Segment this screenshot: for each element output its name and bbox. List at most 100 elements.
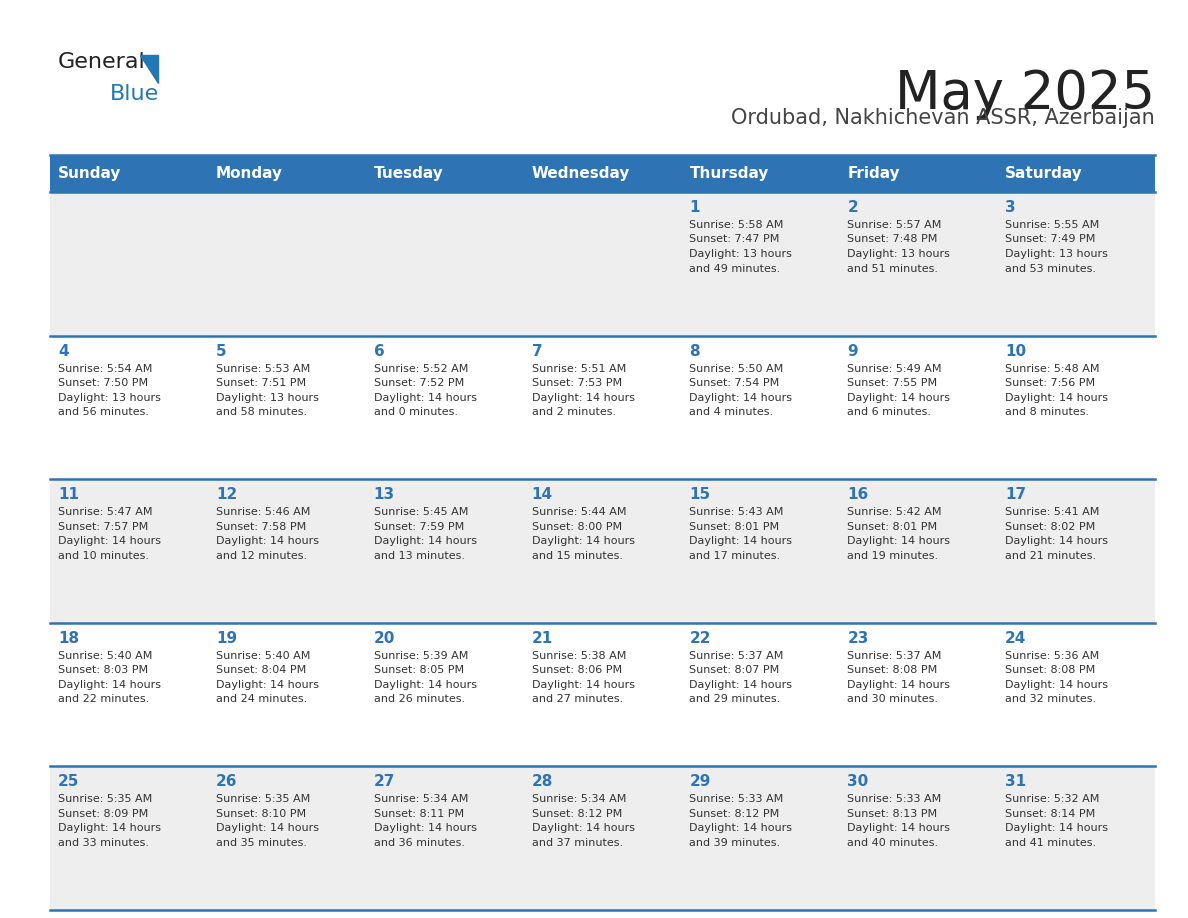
Text: and 8 minutes.: and 8 minutes. — [1005, 407, 1089, 417]
Bar — [524, 622, 682, 767]
Text: and 35 minutes.: and 35 minutes. — [216, 838, 307, 848]
Text: and 26 minutes.: and 26 minutes. — [374, 694, 465, 704]
Text: Blue: Blue — [110, 84, 159, 104]
Text: 25: 25 — [58, 775, 80, 789]
Text: Sunrise: 5:36 AM: Sunrise: 5:36 AM — [1005, 651, 1099, 661]
Bar — [997, 155, 1155, 192]
Text: Tuesday: Tuesday — [374, 166, 443, 181]
Text: Daylight: 13 hours: Daylight: 13 hours — [216, 393, 318, 403]
Text: 21: 21 — [531, 631, 552, 645]
Text: Sunset: 8:00 PM: Sunset: 8:00 PM — [531, 521, 621, 532]
Text: Daylight: 14 hours: Daylight: 14 hours — [216, 823, 318, 834]
Text: Sunset: 8:08 PM: Sunset: 8:08 PM — [1005, 666, 1095, 676]
Text: 6: 6 — [374, 343, 385, 359]
Text: 11: 11 — [58, 487, 78, 502]
Bar — [366, 192, 524, 336]
Text: Sunrise: 5:40 AM: Sunrise: 5:40 AM — [216, 651, 310, 661]
Text: 1: 1 — [689, 200, 700, 215]
Bar — [50, 192, 208, 336]
Bar — [366, 622, 524, 767]
Text: Sunrise: 5:42 AM: Sunrise: 5:42 AM — [847, 508, 942, 517]
Text: 22: 22 — [689, 631, 710, 645]
Text: Sunset: 7:50 PM: Sunset: 7:50 PM — [58, 378, 148, 388]
Bar — [208, 767, 366, 910]
Polygon shape — [140, 55, 158, 83]
Text: 20: 20 — [374, 631, 396, 645]
Text: Sunset: 7:51 PM: Sunset: 7:51 PM — [216, 378, 307, 388]
Text: Sunrise: 5:53 AM: Sunrise: 5:53 AM — [216, 364, 310, 374]
Text: 10: 10 — [1005, 343, 1026, 359]
Bar — [997, 336, 1155, 479]
Text: Sunset: 8:07 PM: Sunset: 8:07 PM — [689, 666, 779, 676]
Text: Sunrise: 5:54 AM: Sunrise: 5:54 AM — [58, 364, 152, 374]
Text: General: General — [58, 52, 146, 72]
Bar — [839, 155, 997, 192]
Text: Daylight: 14 hours: Daylight: 14 hours — [689, 680, 792, 689]
Text: Sunset: 8:01 PM: Sunset: 8:01 PM — [847, 521, 937, 532]
Text: and 4 minutes.: and 4 minutes. — [689, 407, 773, 417]
Text: Sunset: 7:56 PM: Sunset: 7:56 PM — [1005, 378, 1095, 388]
Text: Sunset: 8:12 PM: Sunset: 8:12 PM — [531, 809, 621, 819]
Text: Daylight: 14 hours: Daylight: 14 hours — [847, 536, 950, 546]
Text: Sunrise: 5:38 AM: Sunrise: 5:38 AM — [531, 651, 626, 661]
Text: Sunrise: 5:33 AM: Sunrise: 5:33 AM — [689, 794, 784, 804]
Text: and 29 minutes.: and 29 minutes. — [689, 694, 781, 704]
Bar — [682, 622, 839, 767]
Bar — [524, 192, 682, 336]
Text: 12: 12 — [216, 487, 238, 502]
Text: 26: 26 — [216, 775, 238, 789]
Bar — [839, 336, 997, 479]
Text: Sunset: 8:12 PM: Sunset: 8:12 PM — [689, 809, 779, 819]
Text: Daylight: 14 hours: Daylight: 14 hours — [216, 680, 318, 689]
Text: Saturday: Saturday — [1005, 166, 1083, 181]
Text: 23: 23 — [847, 631, 868, 645]
Text: and 33 minutes.: and 33 minutes. — [58, 838, 148, 848]
Text: 8: 8 — [689, 343, 700, 359]
Text: Sunset: 8:14 PM: Sunset: 8:14 PM — [1005, 809, 1095, 819]
Text: Sunset: 8:04 PM: Sunset: 8:04 PM — [216, 666, 307, 676]
Text: and 22 minutes.: and 22 minutes. — [58, 694, 150, 704]
Text: Daylight: 14 hours: Daylight: 14 hours — [531, 393, 634, 403]
Bar — [50, 336, 208, 479]
Bar — [208, 479, 366, 622]
Text: 28: 28 — [531, 775, 552, 789]
Text: Sunrise: 5:39 AM: Sunrise: 5:39 AM — [374, 651, 468, 661]
Text: Friday: Friday — [847, 166, 901, 181]
Text: 30: 30 — [847, 775, 868, 789]
Text: Daylight: 14 hours: Daylight: 14 hours — [531, 823, 634, 834]
Text: Sunset: 8:09 PM: Sunset: 8:09 PM — [58, 809, 148, 819]
Text: and 56 minutes.: and 56 minutes. — [58, 407, 148, 417]
Text: Daylight: 14 hours: Daylight: 14 hours — [216, 536, 318, 546]
Text: Sunset: 8:13 PM: Sunset: 8:13 PM — [847, 809, 937, 819]
Bar — [997, 192, 1155, 336]
Text: Daylight: 14 hours: Daylight: 14 hours — [374, 680, 476, 689]
Text: and 21 minutes.: and 21 minutes. — [1005, 551, 1097, 561]
Bar — [839, 622, 997, 767]
Text: Daylight: 14 hours: Daylight: 14 hours — [374, 393, 476, 403]
Text: and 32 minutes.: and 32 minutes. — [1005, 694, 1097, 704]
Bar — [366, 155, 524, 192]
Text: Sunset: 7:49 PM: Sunset: 7:49 PM — [1005, 234, 1095, 244]
Text: Sunrise: 5:34 AM: Sunrise: 5:34 AM — [531, 794, 626, 804]
Text: 19: 19 — [216, 631, 236, 645]
Text: Monday: Monday — [216, 166, 283, 181]
Bar — [997, 479, 1155, 622]
Text: Sunset: 8:10 PM: Sunset: 8:10 PM — [216, 809, 307, 819]
Text: and 10 minutes.: and 10 minutes. — [58, 551, 148, 561]
Text: Sunrise: 5:35 AM: Sunrise: 5:35 AM — [58, 794, 152, 804]
Text: Sunrise: 5:44 AM: Sunrise: 5:44 AM — [531, 508, 626, 517]
Text: Wednesday: Wednesday — [531, 166, 630, 181]
Text: Thursday: Thursday — [689, 166, 769, 181]
Text: 4: 4 — [58, 343, 69, 359]
Bar — [50, 622, 208, 767]
Text: Sunrise: 5:46 AM: Sunrise: 5:46 AM — [216, 508, 310, 517]
Bar — [839, 479, 997, 622]
Text: 9: 9 — [847, 343, 858, 359]
Bar — [524, 479, 682, 622]
Text: Daylight: 14 hours: Daylight: 14 hours — [1005, 393, 1108, 403]
Text: and 53 minutes.: and 53 minutes. — [1005, 263, 1097, 274]
Text: Daylight: 14 hours: Daylight: 14 hours — [847, 680, 950, 689]
Text: 3: 3 — [1005, 200, 1016, 215]
Text: and 36 minutes.: and 36 minutes. — [374, 838, 465, 848]
Text: Sunrise: 5:43 AM: Sunrise: 5:43 AM — [689, 508, 784, 517]
